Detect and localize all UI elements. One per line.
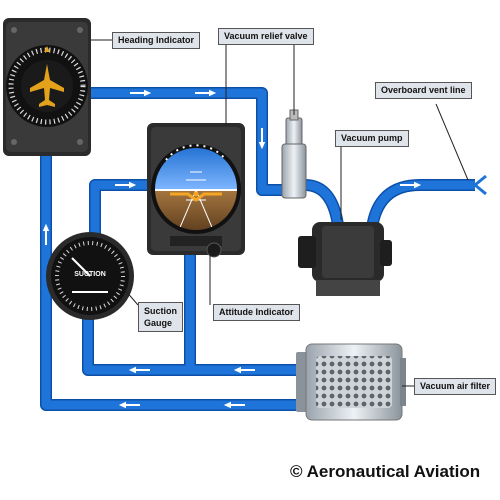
label-attitude-indicator: Attitude Indicator	[213, 304, 300, 321]
vent-outlet	[474, 174, 487, 196]
vacuum-lines	[40, 87, 487, 411]
suction-gauge-label-line2: Gauge	[144, 318, 173, 328]
gauge-face-text: SUCTION	[74, 271, 106, 278]
airplane-symbol	[30, 64, 64, 107]
label-vacuum-relief-valve: Vacuum relief valve	[218, 28, 314, 45]
suction-gauge: SUCTION	[46, 232, 134, 320]
copyright-notice: © Aeronautical Aviation	[290, 462, 481, 481]
vacuum-air-filter	[296, 343, 406, 421]
label-vacuum-air-filter: Vacuum air filter	[414, 378, 497, 395]
label-heading-indicator: Heading Indicator	[112, 32, 201, 49]
label-vacuum-pump: Vacuum pump	[335, 130, 409, 147]
vacuum-pump	[298, 222, 392, 296]
adjust-knob	[206, 242, 222, 258]
attitude-indicator	[147, 123, 245, 258]
label-suction-gauge: Suction Gauge	[138, 302, 183, 332]
vacuum-relief-valve	[281, 109, 307, 199]
leader-lines	[91, 39, 469, 387]
label-overboard-vent-line: Overboard vent line	[375, 82, 472, 99]
miniature-airplane	[170, 192, 222, 202]
heading-indicator	[3, 18, 91, 156]
suction-gauge-label-line1: Suction	[144, 306, 177, 316]
